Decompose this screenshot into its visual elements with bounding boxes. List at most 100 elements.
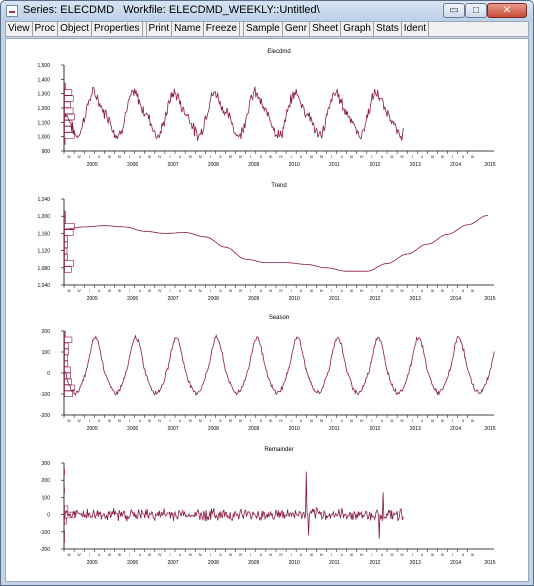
graph-button[interactable]: Graph (341, 22, 374, 36)
x-quarter-label: III (68, 553, 71, 557)
y-tick-label: 1,120 (37, 249, 50, 255)
x-quarter-label: II (98, 419, 100, 423)
x-quarter-label: III (269, 553, 272, 557)
x-quarter-label: III (269, 155, 272, 159)
x-quarter-label: II (260, 553, 262, 557)
histogram-bar (64, 384, 75, 391)
x-year-label: 2007 (167, 296, 178, 302)
x-quarter-label: III (148, 553, 151, 557)
close-button[interactable]: ✕ (487, 3, 527, 18)
series-toolbar: View Proc Object Properties Print Name F… (5, 21, 529, 37)
x-quarter-label: IV (199, 155, 203, 159)
freeze-button[interactable]: Freeze (203, 22, 240, 36)
x-quarter-label: III (431, 289, 434, 293)
x-year-label: 2011 (329, 426, 340, 432)
x-quarter-label: III (148, 289, 151, 293)
y-tick-label: 1,200 (37, 106, 50, 112)
object-button[interactable]: Object (58, 22, 92, 36)
x-year-label: 2007 (167, 162, 178, 168)
x-quarter-label: IV (118, 155, 122, 159)
x-year-label: 2005 (87, 426, 98, 432)
x-quarter-label: III (471, 155, 474, 159)
histogram-bar (64, 266, 72, 273)
x-year-label: 2009 (248, 426, 259, 432)
x-quarter-label: II (139, 553, 141, 557)
sample-button[interactable]: Sample (243, 22, 283, 36)
view-button[interactable]: View (6, 22, 33, 36)
x-year-label: 2012 (369, 162, 380, 168)
properties-button[interactable]: Properties (91, 22, 143, 36)
y-tick-label: 1,000 (37, 135, 50, 141)
x-year-label: 2010 (289, 560, 300, 566)
x-quarter-label: II (219, 289, 221, 293)
x-quarter-label: I (331, 553, 332, 557)
x-year-label: 2014 (450, 296, 461, 302)
histogram-bar (64, 342, 69, 349)
x-quarter-label: IV (441, 155, 445, 159)
sheet-button[interactable]: Sheet (310, 22, 342, 36)
histogram-bar (64, 101, 71, 108)
histogram-bar (64, 210, 66, 218)
x-quarter-label: IV (77, 289, 81, 293)
x-year-label: 2007 (167, 426, 178, 432)
x-year-label: 2005 (87, 560, 98, 566)
y-tick-label: -200 (40, 413, 50, 419)
x-quarter-label: I (291, 419, 292, 423)
x-quarter-label: I (371, 289, 372, 293)
x-quarter-label: III (108, 553, 111, 557)
x-quarter-label: III (269, 419, 272, 423)
print-button[interactable]: Print (146, 22, 173, 36)
x-quarter-label: II (462, 155, 464, 159)
x-quarter-label: III (189, 419, 192, 423)
x-year-label: 2014 (450, 560, 461, 566)
x-quarter-label: III (148, 419, 151, 423)
name-button[interactable]: Name (172, 22, 204, 36)
histogram-bar (64, 354, 68, 361)
x-quarter-label: III (108, 289, 111, 293)
x-quarter-label: I (169, 553, 170, 557)
x-quarter-label: I (371, 553, 372, 557)
x-year-label: 2012 (369, 296, 380, 302)
histogram-bar (64, 336, 73, 343)
histogram-bar (64, 132, 75, 139)
chart-panel-elecdmd: Elecdmd 900 1,000 1,100 1,200 1,300 1,400 1,500… (37, 49, 495, 168)
x-quarter-label: IV (158, 155, 162, 159)
title-bar[interactable]: Series: ELECDMD Workfile: ELECDMD_WEEKLY… (1, 1, 533, 21)
maximize-button[interactable]: □ (465, 3, 487, 18)
y-tick-label: 1,300 (37, 92, 50, 98)
proc-button[interactable]: Proc (32, 22, 59, 36)
genr-button[interactable]: Genr (282, 22, 311, 36)
y-tick-label: 200 (42, 478, 51, 484)
x-quarter-label: II (381, 289, 383, 293)
histogram-bar (64, 247, 68, 255)
histogram-bar (64, 517, 67, 525)
histogram-bar (64, 366, 71, 373)
chart-title: Elecdmd (267, 49, 290, 55)
stats-button[interactable]: Stats (374, 22, 402, 36)
x-year-label: 2005 (87, 296, 98, 302)
x-quarter-label: I (210, 289, 211, 293)
x-quarter-label: I (89, 553, 90, 557)
x-year-label: 2009 (248, 162, 259, 168)
histogram-bar (64, 372, 71, 379)
y-tick-label: 100 (42, 350, 51, 356)
x-quarter-label: II (341, 155, 343, 159)
histogram-bar (64, 119, 73, 127)
x-quarter-label: II (421, 553, 423, 557)
x-quarter-label: IV (360, 155, 364, 159)
x-year-label: 2014 (450, 162, 461, 168)
x-quarter-label: II (341, 289, 343, 293)
y-tick-label: 200 (42, 329, 51, 335)
histogram-bar (64, 83, 66, 90)
x-quarter-label: IV (320, 289, 324, 293)
minimize-button[interactable]: ▭ (443, 3, 465, 18)
x-quarter-label: II (139, 155, 141, 159)
chart-title: Season (269, 315, 289, 321)
y-tick-label: 300 (42, 461, 51, 467)
x-quarter-label: IV (239, 553, 243, 557)
ident-button[interactable]: Ident (401, 22, 430, 36)
x-year-label: 2011 (329, 296, 340, 302)
x-year-label: 2008 (208, 296, 219, 302)
